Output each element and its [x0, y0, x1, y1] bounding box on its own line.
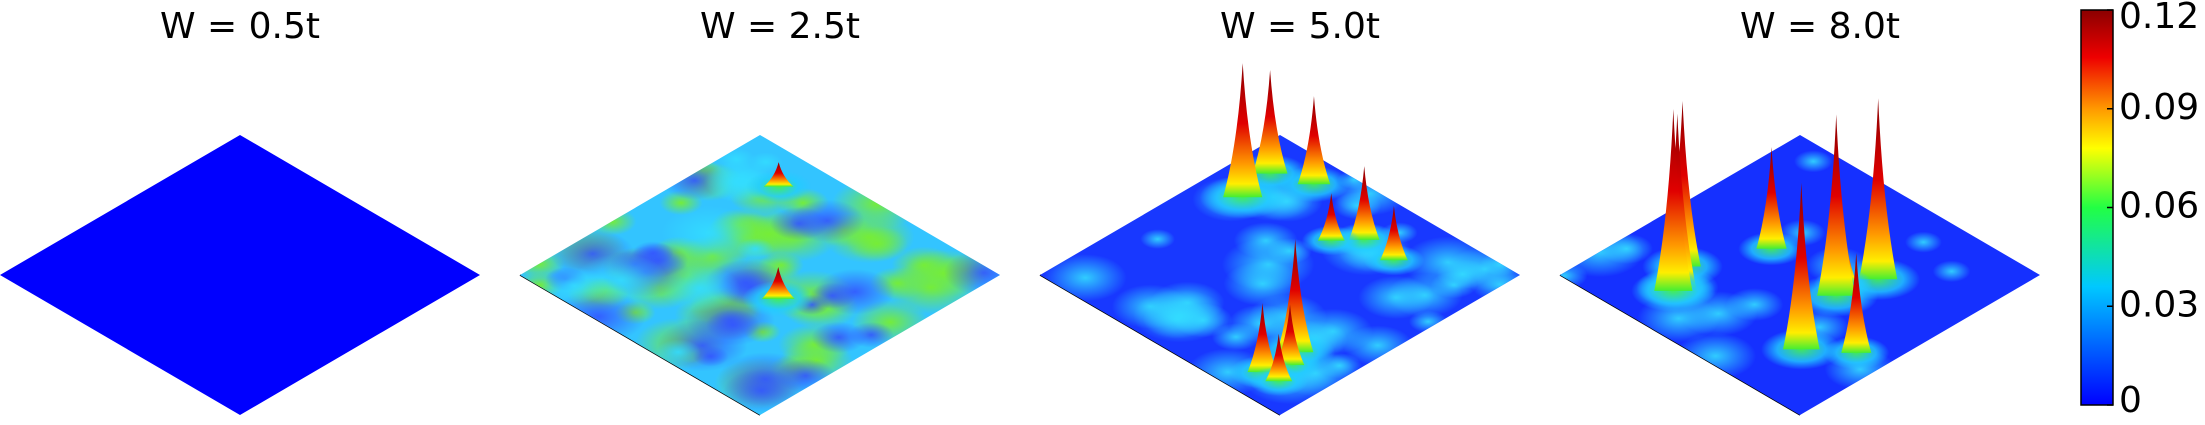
peak [1817, 114, 1856, 296]
colorbar-tick-label: 0.06 [2119, 186, 2199, 227]
panel-title: W = 5.0t [1220, 6, 1380, 47]
peak [1265, 333, 1293, 382]
colorbar-tick-label: 0.12 [2119, 0, 2199, 37]
panel-title: W = 0.5t [160, 6, 320, 47]
surface-spot [659, 265, 741, 312]
peak [1223, 63, 1263, 198]
surface-spot [1932, 260, 1971, 283]
peak [1841, 252, 1872, 353]
surface-spot [814, 268, 895, 315]
surface-spot [1560, 262, 1588, 289]
surface-spot [661, 205, 757, 261]
surface [0, 135, 480, 415]
peak [763, 162, 794, 187]
surface-plot [0, 135, 480, 415]
surface-spot [790, 199, 865, 243]
surface-plot [519, 135, 1000, 416]
surface-spot [1140, 229, 1175, 249]
surface-spot [1599, 233, 1653, 264]
panel-title: W = 8.0t [1740, 6, 1900, 47]
peak [1783, 182, 1820, 350]
peak [1275, 304, 1305, 366]
surface-spot [1342, 325, 1413, 366]
peak-base [1249, 366, 1309, 396]
surface-spot [1358, 275, 1435, 320]
surface-spot [848, 322, 894, 348]
peak [1756, 146, 1787, 249]
peak [1247, 303, 1278, 373]
surface-spot [541, 267, 607, 305]
peak [761, 267, 795, 299]
panel-title: W = 2.5t [700, 6, 860, 47]
surface-spot [1402, 236, 1494, 289]
colorbar-tick-label: 0 [2119, 380, 2142, 421]
surface-spot [655, 339, 701, 366]
surface-spot [1043, 254, 1127, 302]
surface-spot [1172, 303, 1233, 338]
surface-spot [1905, 231, 1942, 253]
surface-spot [1725, 288, 1784, 321]
surface-spot [723, 368, 800, 413]
surface-spot [943, 249, 1000, 296]
colorbar-tick-label: 0.09 [2119, 87, 2199, 128]
peak [1380, 205, 1408, 261]
surface-plot [1039, 63, 1520, 416]
peak [1654, 109, 1693, 291]
peak [1317, 193, 1345, 241]
colorbar-tick-label: 0.03 [2119, 284, 2199, 325]
surface-plot [1559, 98, 2040, 416]
peak [1252, 69, 1288, 174]
surface-spot [736, 238, 774, 260]
peak [1277, 238, 1314, 353]
surface-spot [1266, 238, 1312, 264]
peak [1348, 166, 1380, 240]
surface-spot [1794, 150, 1833, 173]
peak [1297, 96, 1331, 185]
peak [1859, 98, 1898, 280]
